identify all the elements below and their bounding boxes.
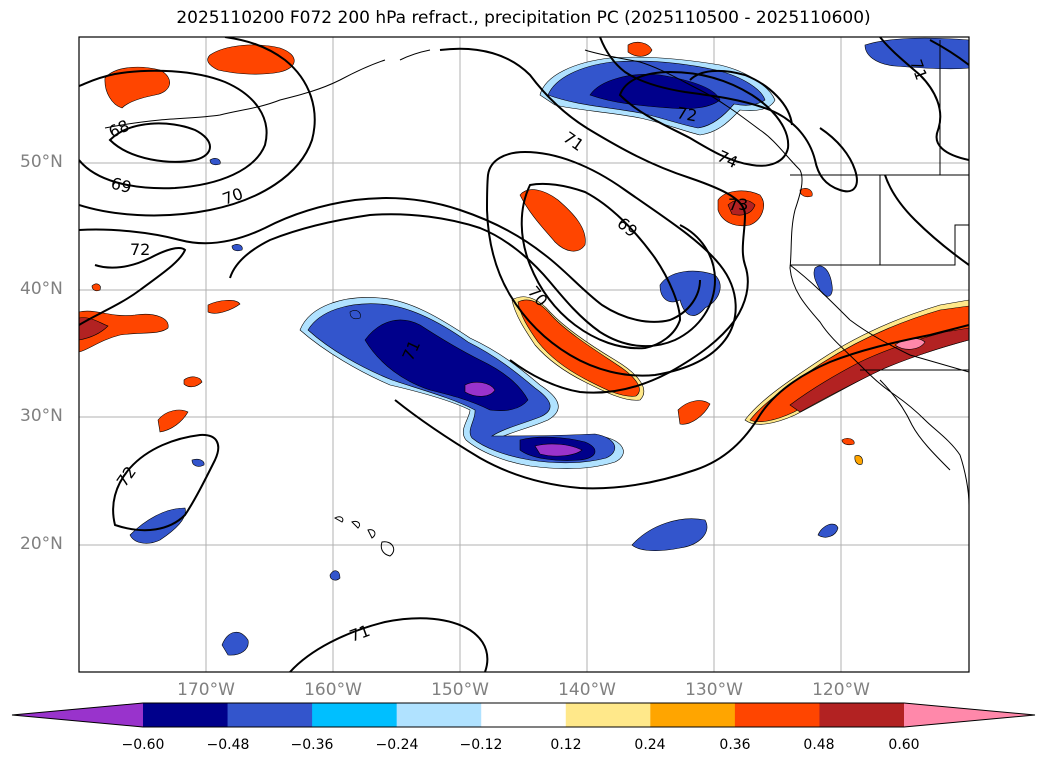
lat-label-50n: 50°N — [20, 152, 63, 172]
colorbar-outline — [11, 702, 1036, 728]
contour-label: 73 — [728, 195, 748, 214]
lon-label-150w: 150°W — [431, 680, 489, 700]
colorbar-tick: −0.48 — [206, 737, 250, 753]
lat-label-40n: 40°N — [20, 279, 63, 299]
contour-label: 72 — [130, 240, 150, 259]
colorbar-segment — [734, 703, 820, 727]
contour-label: 69 — [109, 174, 134, 198]
colorbar-tick: −0.36 — [290, 737, 334, 753]
colorbar-segment — [565, 703, 651, 727]
lon-label-120w: 120°W — [812, 680, 870, 700]
map-title: 2025110200 F072 200 hPa refract., precip… — [176, 8, 871, 28]
contour-label: 72 — [675, 103, 698, 125]
lon-label-160w: 160°W — [304, 680, 362, 700]
colorbar-extend-low — [12, 703, 143, 727]
colorbar-segment — [143, 703, 229, 727]
lon-label-130w: 130°W — [685, 680, 743, 700]
colorbar-extend-high — [904, 703, 1035, 727]
colorbar-segment — [481, 703, 567, 727]
colorbar-tick: 0.60 — [888, 737, 920, 753]
colorbar-tick: 0.12 — [550, 737, 582, 753]
map-frame — [78, 36, 970, 673]
lon-label-140w: 140°W — [558, 680, 616, 700]
negative-anomaly-regions — [129, 37, 969, 656]
colorbar-tick: 0.36 — [719, 737, 751, 753]
colorbar-tick: 0.24 — [634, 737, 666, 753]
colorbar-segment — [819, 703, 905, 727]
lat-label-30n: 30°N — [20, 406, 63, 426]
colorbar-tick: −0.60 — [121, 737, 165, 753]
colorbar-segment — [650, 703, 736, 727]
refractivity-contours — [79, 37, 969, 672]
lat-label-20n: 20°N — [20, 534, 63, 554]
colorbar-tick: −0.12 — [459, 737, 503, 753]
colorbar-tick: −0.24 — [375, 737, 419, 753]
lon-label-170w: 170°W — [177, 680, 235, 700]
colorbar-segment — [227, 703, 313, 727]
colorbar-segment — [396, 703, 482, 727]
colorbar-segment — [312, 703, 398, 727]
map-panel: 68 69 70 72 71 69 70 71 74 73 72 71 71 7… — [78, 36, 970, 673]
colorbar-tick: 0.48 — [803, 737, 835, 753]
